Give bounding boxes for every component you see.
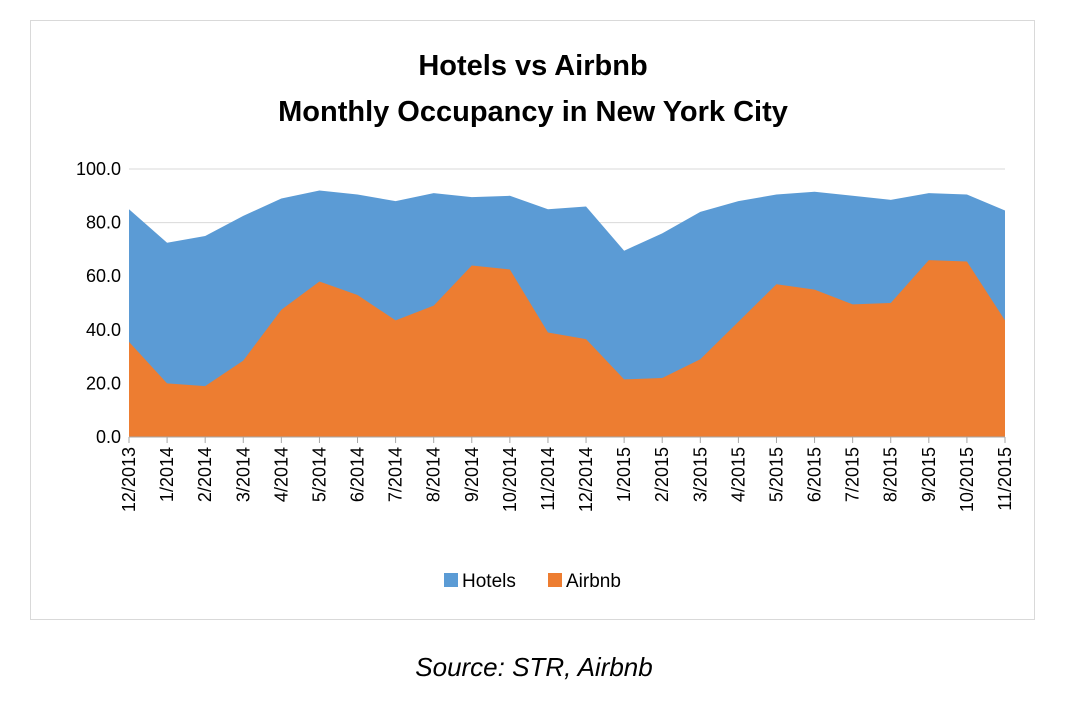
x-tick-label: 10/2015 — [957, 447, 977, 512]
x-tick-label: 2/2015 — [652, 447, 672, 502]
x-tick-label: 6/2015 — [805, 447, 825, 502]
x-tick-label: 3/2014 — [233, 447, 253, 502]
chart-title-line-1: Hotels vs Airbnb — [418, 50, 647, 82]
x-tick-label: 6/2014 — [348, 447, 368, 502]
x-tick-label: 8/2014 — [424, 447, 444, 502]
x-tick-label: 12/2013 — [119, 447, 139, 512]
y-tick-label: 60.0 — [86, 266, 121, 286]
x-tick-label: 7/2015 — [843, 447, 863, 502]
x-tick-label: 9/2015 — [919, 447, 939, 502]
x-tick-label: 9/2014 — [462, 447, 482, 502]
legend-label-airbnb: Airbnb — [566, 571, 621, 592]
x-tick-label: 3/2015 — [690, 447, 710, 502]
x-tick-label: 7/2014 — [386, 447, 406, 502]
y-tick-label: 0.0 — [96, 427, 121, 447]
x-tick-label: 1/2014 — [157, 447, 177, 502]
x-tick-label: 10/2014 — [500, 447, 520, 512]
y-tick-label: 40.0 — [86, 320, 121, 340]
plot-areas — [129, 190, 1005, 437]
legend: Hotels Airbnb — [444, 571, 621, 592]
chart: Hotels vs Airbnb Monthly Occupancy in Ne… — [76, 50, 1015, 592]
x-tick-label: 5/2014 — [309, 447, 329, 502]
y-axis-ticks: 0.0 20.0 40.0 60.0 80.0 100.0 — [76, 159, 121, 447]
y-tick-label: 20.0 — [86, 373, 121, 393]
x-tick-label: 8/2015 — [881, 447, 901, 502]
legend-swatch-airbnb — [548, 573, 562, 587]
source-caption: Source: STR, Airbnb — [415, 652, 653, 682]
chart-frame: Hotels vs Airbnb Monthly Occupancy in Ne… — [30, 20, 1035, 620]
legend-label-hotels: Hotels — [462, 571, 516, 592]
x-tick-label: 11/2014 — [538, 447, 558, 511]
x-tick-label: 1/2015 — [614, 447, 634, 502]
x-axis — [128, 436, 1006, 443]
x-tick-label: 2/2014 — [195, 447, 215, 502]
chart-title: Hotels vs Airbnb Monthly Occupancy in Ne… — [278, 50, 788, 128]
x-tick-label: 5/2015 — [766, 447, 786, 502]
y-tick-label: 100.0 — [76, 159, 121, 179]
legend-swatch-hotels — [444, 573, 458, 587]
y-tick-label: 80.0 — [86, 213, 121, 233]
x-axis-ticks: 12/2013 1/2014 2/2014 3/2014 4/2014 5/2014 6/2… — [119, 447, 1015, 512]
area-airbnb — [129, 260, 1005, 437]
chart-title-line-2: Monthly Occupancy in New York City — [278, 96, 788, 128]
x-tick-label: 4/2015 — [728, 447, 748, 502]
x-tick-label: 11/2015 — [995, 447, 1015, 511]
x-tick-label: 4/2014 — [271, 447, 291, 502]
x-tick-label: 12/2014 — [576, 447, 596, 512]
